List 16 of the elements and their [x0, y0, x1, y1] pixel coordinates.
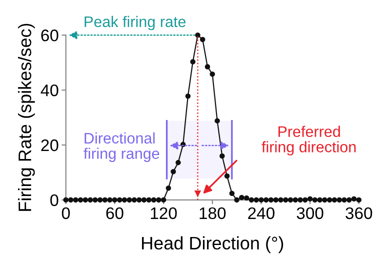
x-tick-label: 360	[346, 207, 372, 220]
annotation: Preferred firing direction	[262, 126, 356, 156]
annotation: Peak firing rate	[84, 16, 186, 30]
y-tick-label: 20	[41, 139, 58, 152]
x-tick-label: 180	[200, 207, 226, 220]
x-tick-label: 120	[150, 207, 177, 220]
y-tick-label: 60	[41, 30, 58, 42]
band-label: Directional firing range	[84, 132, 160, 162]
x-axis-title: Head Direction (°)	[142, 236, 284, 254]
x-tick-label: 0	[62, 207, 70, 220]
y-tick-label: 40	[40, 84, 58, 96]
x-tick-label: 240	[248, 207, 274, 220]
x-tick-label: 300	[296, 207, 324, 220]
x-tick-label: 60	[106, 207, 124, 220]
y-axis-title: Firing Rate (spikes/sec)	[18, 24, 35, 211]
y-tick-label: 0	[50, 194, 58, 206]
